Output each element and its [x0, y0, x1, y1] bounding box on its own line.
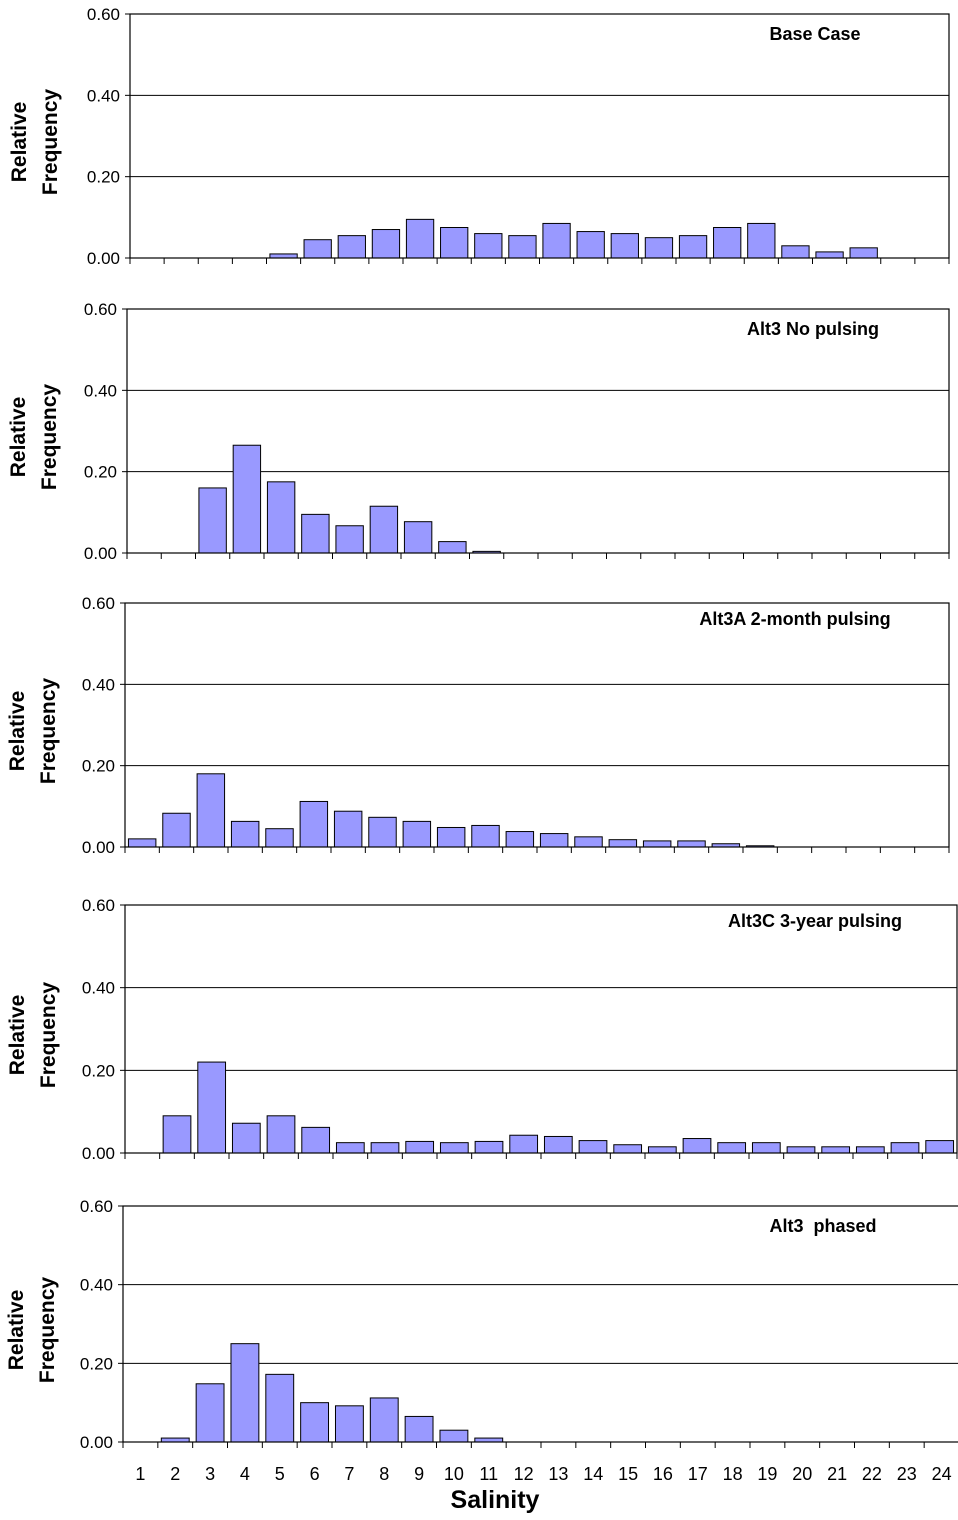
y-axis-title-line: Frequency — [36, 1276, 59, 1384]
x-tick-label: 5 — [275, 1464, 285, 1484]
bar-salinity-9 — [404, 1415, 434, 1443]
plot-area — [130, 14, 949, 258]
x-tick-label: 1 — [135, 1464, 145, 1484]
y-tick-label: 0.60 — [84, 300, 117, 319]
plot-area — [127, 309, 949, 553]
bar-salinity-2 — [162, 1115, 192, 1154]
panel-title: Alt3A 2-month pulsing — [699, 609, 891, 629]
y-tick-label: 0.40 — [80, 1276, 113, 1295]
bar-salinity-8 — [369, 505, 399, 554]
y-tick-label: 0.20 — [80, 1354, 113, 1373]
bar-salinity-6 — [301, 513, 330, 554]
bar-salinity-4 — [230, 820, 260, 848]
bar-salinity-9 — [402, 820, 432, 848]
y-axis-title: Relative Frequency — [1, 1275, 63, 1385]
x-tick-label: 22 — [862, 1464, 882, 1484]
x-tick-label: 18 — [723, 1464, 743, 1484]
y-tick-label: 0.40 — [82, 979, 115, 998]
bar-salinity-14 — [576, 231, 605, 259]
y-tick-label: 0.20 — [87, 168, 120, 187]
x-tick-label: 21 — [827, 1464, 847, 1484]
bar-salinity-13 — [542, 222, 571, 259]
bar-salinity-8 — [369, 1397, 399, 1443]
y-tick-label: 0.60 — [82, 594, 115, 613]
bar-salinity-19 — [747, 222, 776, 259]
x-tick-label: 10 — [444, 1464, 464, 1484]
y-tick-label: 0.00 — [80, 1433, 113, 1452]
panel-title: Alt3 No pulsing — [747, 319, 879, 339]
x-tick-label: 17 — [688, 1464, 708, 1484]
x-tick-label: 13 — [548, 1464, 568, 1484]
bar-salinity-5 — [266, 481, 296, 554]
y-axis-title-line: Relative — [5, 1289, 28, 1371]
bar-salinity-6 — [301, 1126, 331, 1154]
bar-salinity-4 — [232, 444, 262, 554]
x-tick-label: 23 — [897, 1464, 917, 1484]
bar-salinity-5 — [265, 1373, 295, 1443]
x-tick-label: 9 — [414, 1464, 424, 1484]
x-tick-label: 16 — [653, 1464, 673, 1484]
y-tick-label: 0.20 — [82, 757, 115, 776]
bar-salinity-10 — [440, 227, 469, 259]
y-tick-label: 0.60 — [80, 1197, 113, 1216]
bar-salinity-7 — [335, 525, 364, 554]
x-tick-label: 15 — [618, 1464, 638, 1484]
x-tick-label: 4 — [240, 1464, 250, 1484]
panel-title: Alt3 phased — [769, 1216, 877, 1236]
x-tick-label: 11 — [479, 1464, 498, 1484]
x-tick-label: 24 — [932, 1464, 952, 1484]
bar-salinity-7 — [333, 810, 363, 848]
bar-salinity-5 — [266, 1115, 296, 1154]
x-tick-label: 7 — [344, 1464, 354, 1484]
y-tick-label: 0.60 — [82, 896, 115, 915]
y-tick-label: 0.20 — [82, 1061, 115, 1080]
y-tick-label: 0.40 — [87, 86, 120, 105]
y-tick-label: 0.00 — [82, 838, 115, 857]
panel-title: Alt3C 3-year pulsing — [727, 911, 903, 931]
y-tick-label: 0.00 — [84, 544, 117, 563]
bar-salinity-3 — [197, 1061, 227, 1154]
y-tick-label: 0.60 — [87, 5, 120, 24]
x-tick-label: 6 — [310, 1464, 320, 1484]
bar-salinity-10 — [439, 1429, 469, 1443]
plot-area — [123, 1206, 958, 1442]
x-tick-label: 19 — [757, 1464, 777, 1484]
y-tick-label: 0.20 — [84, 463, 117, 482]
y-tick-label: 0.00 — [87, 249, 120, 268]
y-tick-label: 0.00 — [82, 1144, 115, 1163]
x-tick-label: 8 — [379, 1464, 389, 1484]
bar-salinity-2 — [162, 812, 191, 848]
bar-salinity-11 — [474, 233, 503, 259]
x-tick-label: 3 — [205, 1464, 215, 1484]
bar-salinity-18 — [713, 227, 742, 259]
x-tick-label: 14 — [583, 1464, 603, 1484]
x-tick-label: 12 — [514, 1464, 534, 1484]
bar-salinity-6 — [300, 1402, 330, 1443]
bar-salinity-3 — [195, 1383, 225, 1443]
plot-area — [125, 603, 949, 847]
bar-salinity-9 — [403, 521, 433, 554]
bar-salinity-4 — [230, 1343, 260, 1443]
x-axis-title: Salinity — [450, 1486, 540, 1514]
x-tick-label: 20 — [792, 1464, 812, 1484]
bar-salinity-8 — [368, 816, 397, 848]
bar-salinity-7 — [334, 1405, 364, 1443]
y-tick-label: 0.40 — [84, 381, 117, 400]
x-tick-label: 2 — [170, 1464, 180, 1484]
bar-salinity-3 — [198, 487, 227, 554]
y-tick-label: 0.40 — [82, 675, 115, 694]
panel-title: Base Case — [769, 24, 861, 44]
plot-area — [125, 905, 957, 1153]
